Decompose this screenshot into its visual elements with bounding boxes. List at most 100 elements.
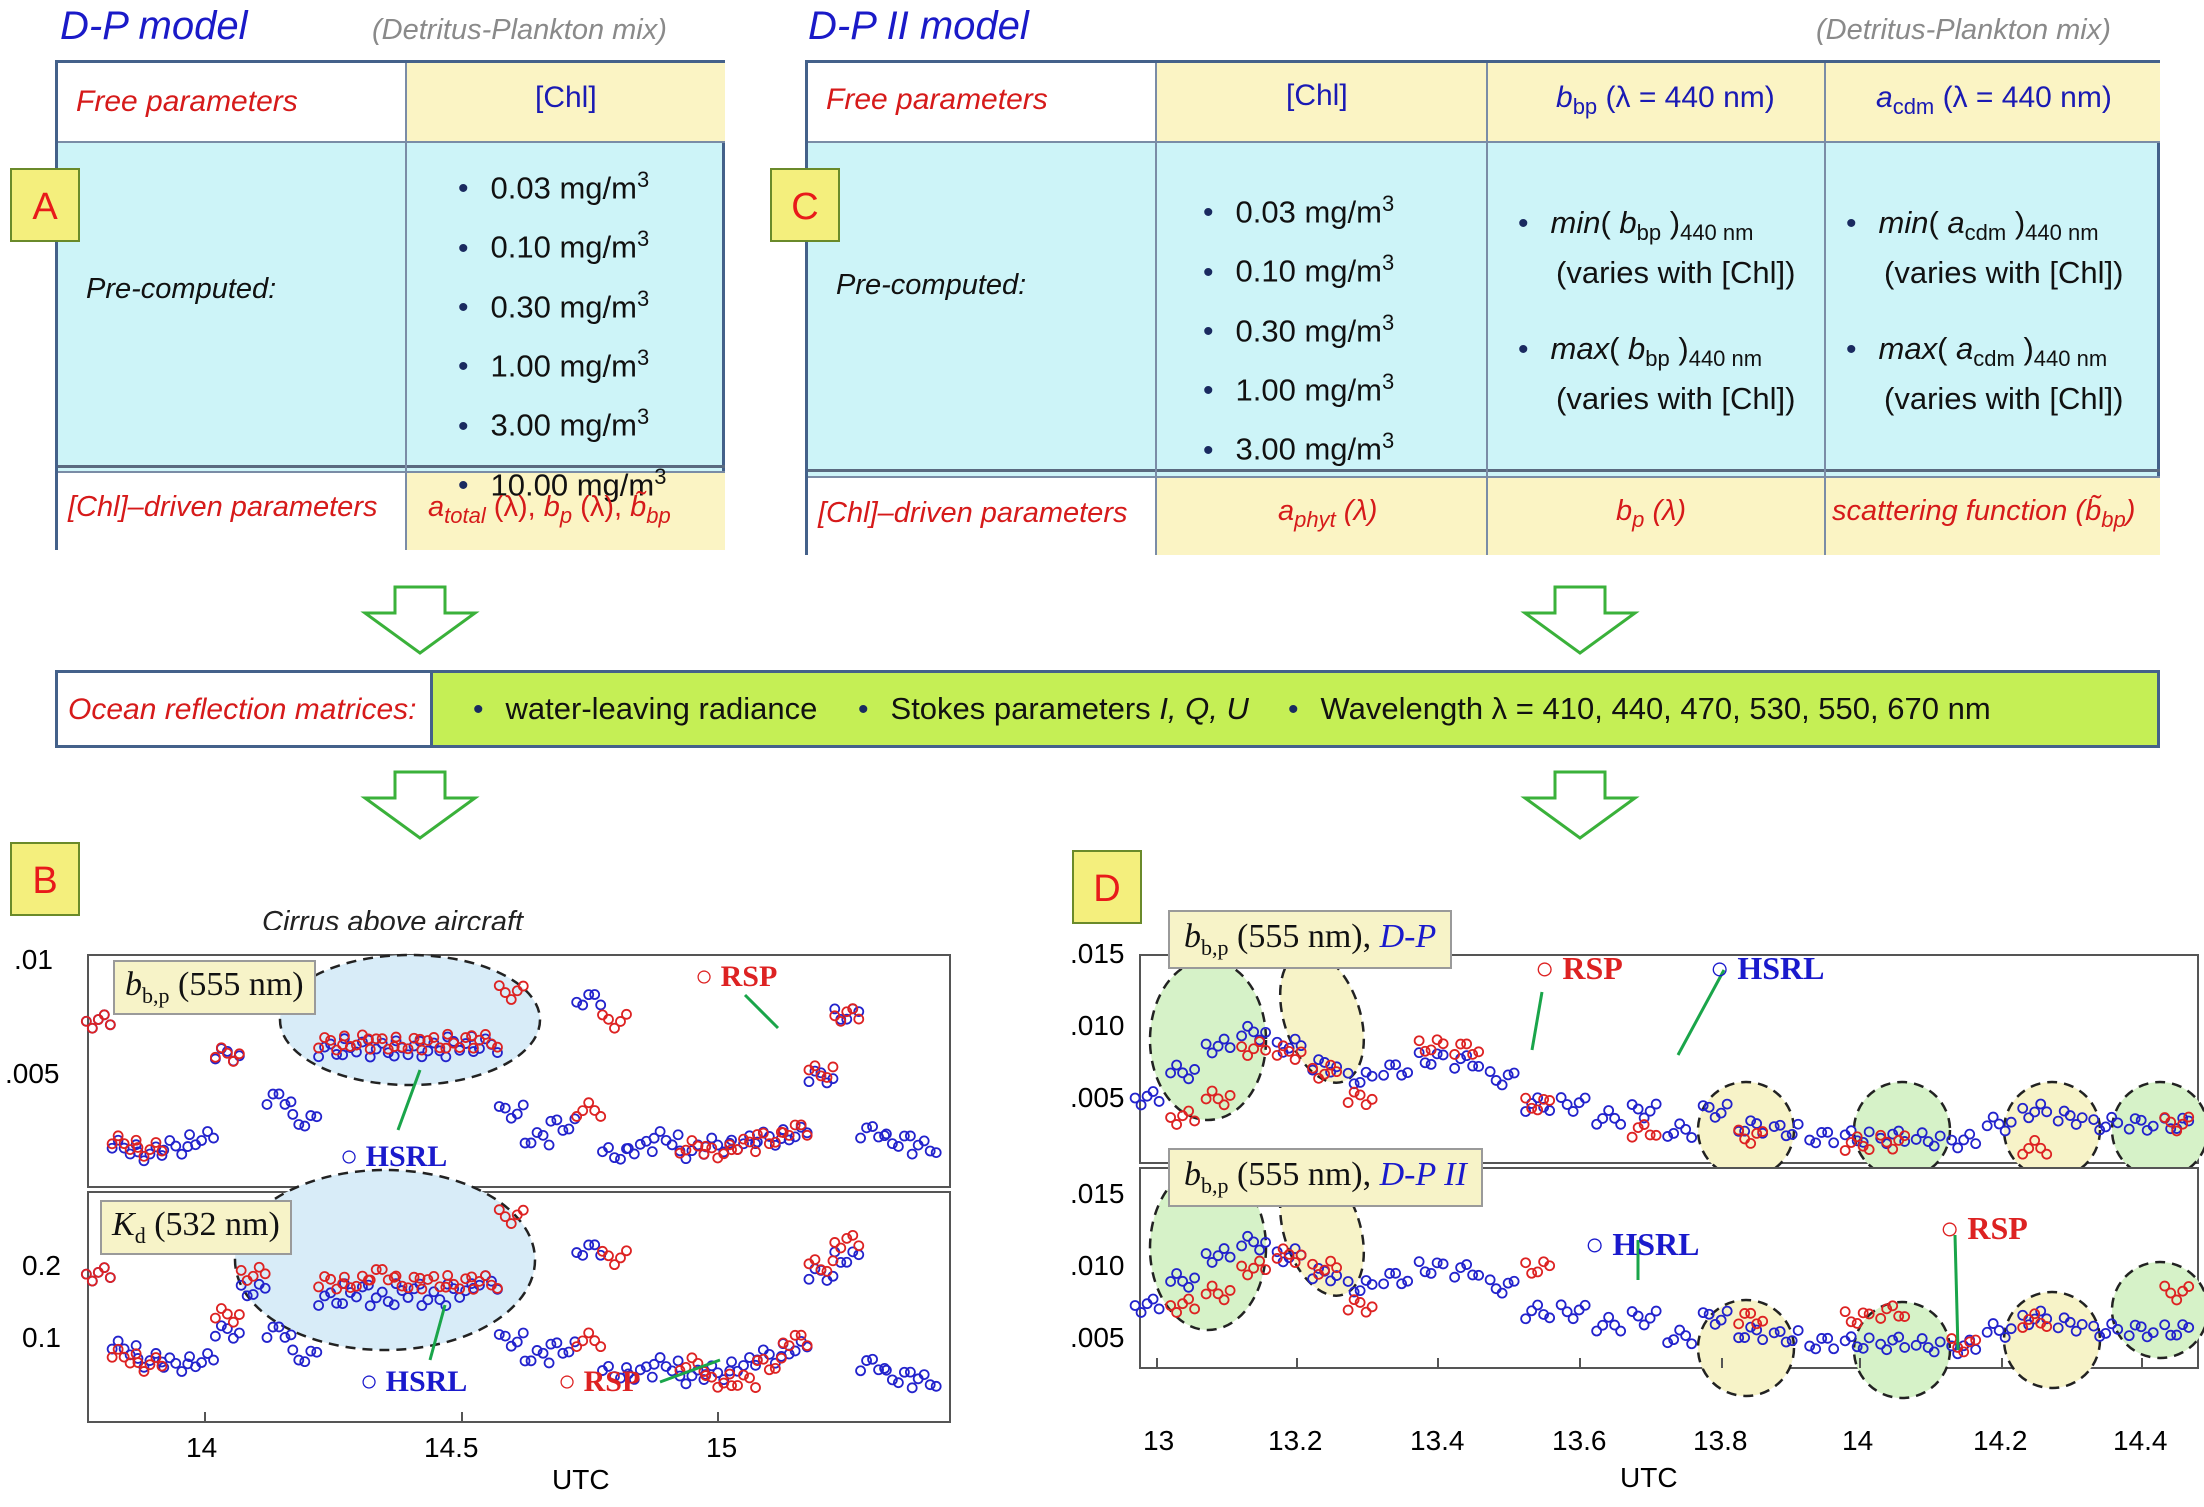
hsrl-point [1958,1134,1970,1146]
hsrl-point [769,1139,781,1151]
rsp-point [738,1369,749,1381]
hsrl-point [227,1332,239,1344]
hsrl-point [525,1355,537,1367]
hsrl-point [1248,1236,1260,1248]
rsp-point [757,1353,769,1365]
hsrl-point [1212,1250,1224,1262]
rsp-point [777,1127,789,1139]
hsrl-point [898,1130,910,1142]
hsrl-point [1236,1030,1248,1042]
rsp-point [2165,1287,2177,1299]
hsrl-point [2100,1121,2112,1133]
hsrl-point [2129,1113,2141,1125]
panel-b-xtick: 14 [186,1432,218,1463]
down-arrow-icon [360,585,480,655]
rsp-point [1638,1119,1650,1130]
rsp-point [615,1016,626,1027]
rsp-point [408,1032,420,1044]
panel-d-xtick: 13.4 [1410,1425,1465,1456]
panel-d-xtick: 13 [1143,1425,1175,1456]
rsp-point [801,1340,813,1352]
hsrl-point [904,1130,916,1142]
hsrl-point [1342,1276,1354,1287]
hsrl-point [861,1355,872,1366]
rsp-point [1644,1129,1656,1141]
hsrl-point [1183,1073,1195,1085]
rsp-point [795,1329,807,1341]
dp2-model-note: (Detritus-Plankton mix) [1816,14,2111,46]
rsp-point [2159,1280,2171,1292]
highlight-ellipse [1852,1080,1952,1180]
hsrl-point [1910,1339,1922,1351]
hsrl-point [2165,1329,2177,1341]
rsp-point [370,1264,382,1275]
hsrl-point [1502,1277,1514,1289]
hsrl-point [2135,1321,2147,1333]
rsp-point [847,1003,859,1015]
rsp-point [603,1013,614,1025]
dp-chl-list: 0.03 mg/m3 0.10 mg/m3 0.30 mg/m3 1.00 mg… [458,155,667,511]
hsrl-point [273,1088,285,1100]
rsp-point [247,1270,259,1282]
dp2-scattering: scattering function (b̃bp) [1832,495,2136,532]
rsp-point [1342,1097,1354,1108]
hsrl-point [2183,1322,2195,1333]
hsrl-point [519,1137,531,1149]
hsrl-point [1135,1099,1147,1111]
rsp-point [2183,1111,2195,1123]
hsrl-point [396,1285,408,1296]
rsp-point [1845,1137,1857,1148]
hsrl-point [571,1247,583,1258]
rsp-point [440,1042,452,1054]
hsrl-point [370,1043,382,1055]
hsrl-point [1792,1325,1804,1336]
rsp-point [1242,1050,1254,1061]
hsrl-point [1419,1057,1431,1069]
rsp-point [809,1254,821,1265]
highlight-ellipse [2002,1080,2102,1180]
rsp-point [493,980,505,992]
rsp-point [809,1060,821,1072]
rsp-point [505,1218,517,1229]
hsrl-point [1816,1127,1828,1138]
panel-b-xtick: 15 [706,1432,738,1463]
hsrl-point [486,1275,497,1287]
rsp-point [750,1382,761,1393]
hsrl-point [2017,1102,2029,1114]
hsrl-point [414,1278,426,1290]
rsp-point [577,1105,589,1117]
hsrl-point [363,1279,374,1291]
rsp-point [595,1111,607,1122]
panel-d-top-label: bb,p (555 nm), D-P [1168,910,1453,969]
hsrl-point [118,1142,130,1154]
hsrl-point [2052,1322,2064,1334]
panel-d-bottom-label: bb,p (555 nm), D-P II [1168,1148,1483,1207]
dp-chl-item: 1.00 mg/m3 [458,333,666,392]
hsrl-point [603,1360,614,1372]
rsp-point [1863,1144,1875,1155]
hsrl-point [680,1378,692,1390]
hsrl-point [1650,1098,1662,1110]
hsrl-point [1224,1042,1236,1054]
rsp-point [98,1262,110,1274]
hsrl-point [1603,1311,1615,1323]
rsp-point [571,1111,583,1122]
panel-b-ytick: .01 [14,944,53,975]
hsrl-point [583,989,595,1001]
dp-chl-item: 0.03 mg/m3 [458,155,666,214]
hsrl-point [1254,1244,1266,1256]
rsp-point [815,1070,827,1082]
dp-model-note: (Detritus-Plankton mix) [372,14,667,46]
ocean-item-stokes: Stokes parameters I, Q, U [858,691,1249,727]
rsp-point [351,1280,362,1292]
hsrl-point [1792,1118,1804,1130]
rsp-point [1277,1243,1289,1255]
hsrl-point [827,1073,839,1085]
rsp-point [416,1283,428,1295]
rsp-point [1857,1140,1869,1152]
rsp-point [829,1237,841,1248]
hsrl-point [545,1115,557,1127]
hsrl-point [666,1139,678,1151]
dp-chl-item: 3.00 mg/m3 [458,392,666,451]
panel-d-xtick: 14 [1842,1425,1874,1456]
